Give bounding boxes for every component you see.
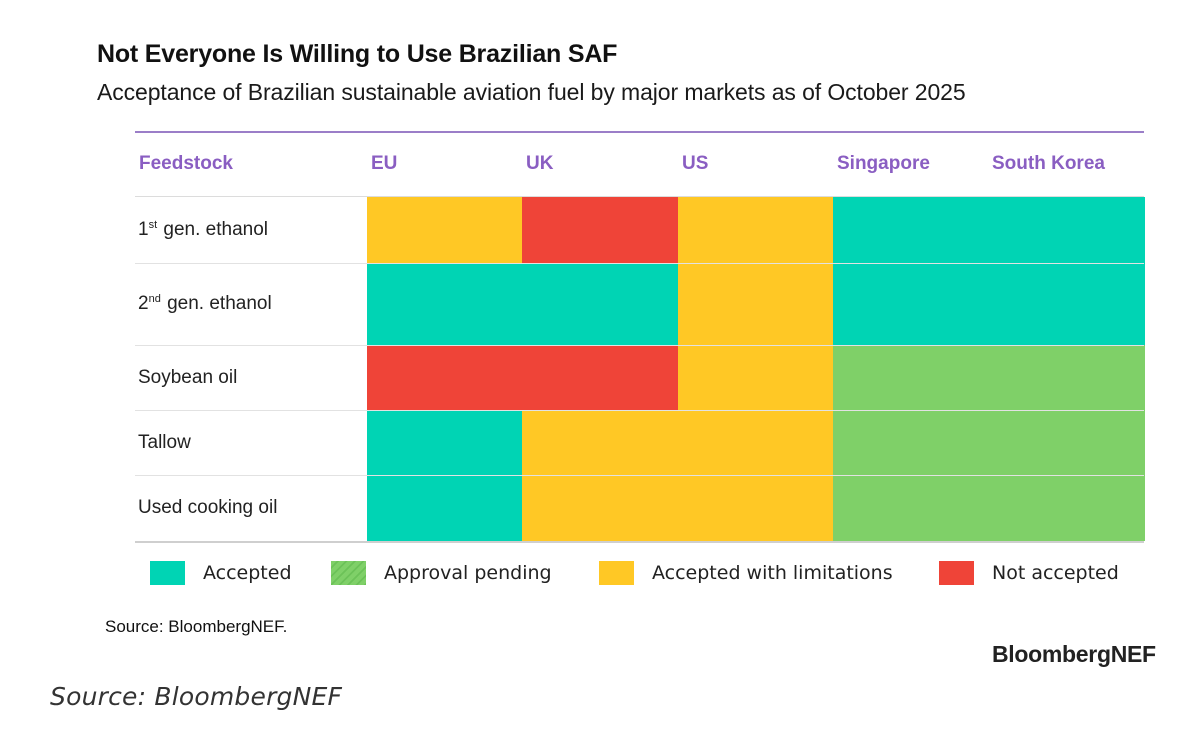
legend-label-approval-pending: Approval pending (384, 562, 552, 584)
legend-accepted-with-limitations: Accepted with limitations (599, 561, 893, 585)
legend-label-accepted-with-limitations: Accepted with limitations (652, 562, 893, 584)
top-rule (135, 131, 1144, 133)
header-us: US (682, 153, 709, 174)
status-cell-2-uk (522, 263, 679, 345)
row-label-2nd-gen-ethanol: 2nd gen. ethanol (138, 293, 272, 314)
chart-title: Not Everyone Is Willing to Use Brazilian… (97, 40, 618, 68)
header-uk: UK (526, 153, 554, 174)
legend-swatch-accepted (150, 561, 185, 585)
status-cell-5-singapore (833, 475, 990, 541)
status-cell-3-uk (522, 345, 679, 410)
status-cell-2-singapore (833, 263, 990, 345)
row-label-tallow: Tallow (138, 432, 191, 453)
status-cell-1-us (677, 197, 834, 263)
header-eu: EU (371, 153, 398, 174)
row-divider (135, 410, 1144, 411)
status-cell-2-eu (367, 263, 523, 345)
header-singapore: Singapore (837, 153, 930, 174)
header-divider (135, 196, 1144, 197)
status-cell-2-south-korea (988, 263, 1145, 345)
legend-accepted: Accepted (150, 561, 292, 585)
row-divider (135, 263, 1144, 264)
row-label-used-cooking-oil: Used cooking oil (138, 497, 278, 518)
legend-swatch-approval-pending (331, 561, 366, 585)
chart-source: Source: BloombergNEF. (105, 617, 288, 636)
status-cell-4-us (677, 410, 834, 475)
caption-source: Source: BloombergNEF (50, 682, 343, 711)
status-cell-4-south-korea (988, 410, 1145, 475)
status-cell-5-uk (522, 475, 679, 541)
status-cell-5-eu (367, 475, 523, 541)
status-cell-3-south-korea (988, 345, 1145, 410)
status-cell-3-singapore (833, 345, 990, 410)
header-feedstock: Feedstock (139, 153, 233, 174)
status-cell-1-singapore (833, 197, 990, 263)
status-cell-4-eu (367, 410, 523, 475)
legend-label-not-accepted: Not accepted (992, 562, 1119, 584)
legend-swatch-accepted-with-limitations (599, 561, 634, 585)
legend-approval-pending: Approval pending (331, 561, 552, 585)
status-cell-2-us (677, 263, 834, 345)
status-grid (367, 197, 1145, 541)
row-divider (135, 345, 1144, 346)
row-label-soybean-oil: Soybean oil (138, 367, 238, 388)
status-cell-3-eu (367, 345, 523, 410)
header-south-korea: South Korea (992, 153, 1105, 174)
status-cell-5-south-korea (988, 475, 1145, 541)
status-cell-1-uk (522, 197, 679, 263)
status-cell-1-south-korea (988, 197, 1145, 263)
status-cell-3-us (677, 345, 834, 410)
legend-swatch-not-accepted (939, 561, 974, 585)
status-cell-5-us (677, 475, 834, 541)
status-cell-4-uk (522, 410, 679, 475)
bottom-rule (135, 541, 1144, 543)
brand-logo: BloombergNEF (992, 641, 1156, 667)
status-cell-1-eu (367, 197, 523, 263)
row-label-1st-gen-ethanol: 1st gen. ethanol (138, 219, 269, 240)
legend-label-accepted: Accepted (203, 562, 292, 584)
row-divider (135, 475, 1144, 476)
legend-not-accepted: Not accepted (939, 561, 1119, 585)
chart-subtitle: Acceptance of Brazilian sustainable avia… (97, 79, 966, 105)
status-cell-4-singapore (833, 410, 990, 475)
